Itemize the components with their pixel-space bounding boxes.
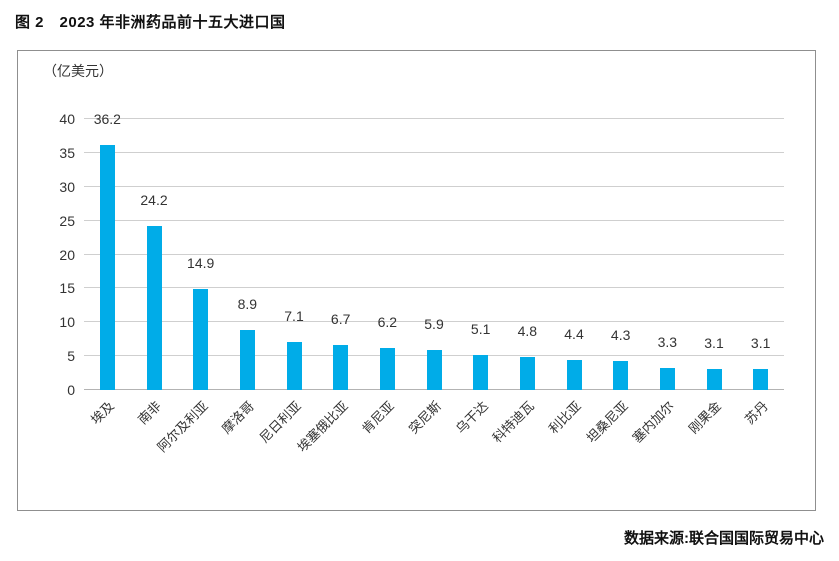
y-axis-tick-label: 40 [59,111,75,127]
value-label: 5.9 [424,316,444,333]
gridline-y25 [84,219,784,221]
value-label: 8.9 [237,295,258,312]
gridline-y40 [84,118,784,119]
y-axis-tick-label: 0 [67,382,75,398]
y-axis-tick-label: 10 [59,314,75,331]
x-axis-tick-label: 坦桑尼亚 [583,398,631,446]
bar-利比亚 [566,360,582,390]
x-axis-tick-label: 乌干达 [452,398,491,437]
value-label: 14.9 [187,255,215,272]
value-label: 4.4 [564,326,584,343]
axis-unit-label: （亿美元） [43,63,113,79]
value-label: 3.3 [657,333,678,350]
x-axis-tick-label: 塞内加尔 [629,398,678,446]
x-axis-tick-label: 科特迪瓦 [489,398,538,446]
bar-肯尼亚 [379,348,395,390]
data-source: 数据来源:联合国国际贸易中心 [624,530,824,547]
bar-突尼斯 [426,350,442,390]
y-axis-tick-label: 30 [59,178,75,195]
bar-尼日利亚 [286,341,302,390]
x-axis-tick-label: 埃及 [88,398,118,428]
bar-苏丹 [753,369,769,390]
chart-container: （亿美元） 0 5 10 15 20 25 30 35 40 36.2 埃及 24.2 南非 14.9 阿尔… [17,50,816,511]
value-label: 24.2 [140,192,168,209]
gridline-y30 [84,185,784,187]
x-axis-tick-label: 肯尼亚 [359,398,398,437]
x-axis-tick-label: 突尼斯 [405,398,444,437]
bar-科特迪瓦 [519,357,535,390]
bar-坦桑尼亚 [613,360,629,390]
gridline-y10 [84,321,784,323]
x-axis-tick-label: 摩洛哥 [219,398,258,437]
plot-area: 0 5 10 15 20 25 30 35 40 36.2 埃及 24.2 南非 14.9 阿尔及利亚 8.9… [59,111,784,455]
bar-塞内加尔 [659,367,675,390]
value-label: 3.1 [704,335,724,351]
bar-刚果金 [706,369,722,390]
x-axis-tick-label: 尼日利亚 [256,398,304,446]
bar-南非 [146,226,162,390]
value-label: 4.3 [610,326,631,343]
bar-埃塞俄比亚 [333,344,349,390]
y-axis-tick-label: 25 [59,212,75,229]
x-axis-tick-label: 苏丹 [741,398,771,428]
y-axis-tick-label: 5 [67,348,75,365]
y-axis-tick-label: 15 [59,280,75,297]
figure-title: 图 2 2023 年非洲药品前十五大进口国 [15,14,286,31]
value-label: 6.2 [377,314,398,330]
value-label: 3.1 [750,335,771,351]
value-label: 4.8 [517,323,538,340]
bar-阿尔及利亚 [193,289,209,390]
gridline-y35 [84,151,784,153]
bar-摩洛哥 [239,329,255,390]
bar-乌干达 [473,355,489,390]
gridline-y20 [84,253,784,255]
x-axis-tick-label: 南非 [134,398,164,428]
y-axis-tick-label: 20 [59,246,75,263]
value-label: 36.2 [93,110,121,127]
y-axis-tick-label: 35 [59,144,75,161]
bar-埃及 [99,144,115,390]
x-axis-tick-label: 刚果金 [685,398,724,437]
x-axis-tick-label: 利比亚 [545,398,584,437]
gridline-y15 [84,287,784,289]
value-label: 5.1 [470,321,491,338]
value-label: 7.1 [284,307,304,324]
value-label: 6.7 [330,310,351,327]
